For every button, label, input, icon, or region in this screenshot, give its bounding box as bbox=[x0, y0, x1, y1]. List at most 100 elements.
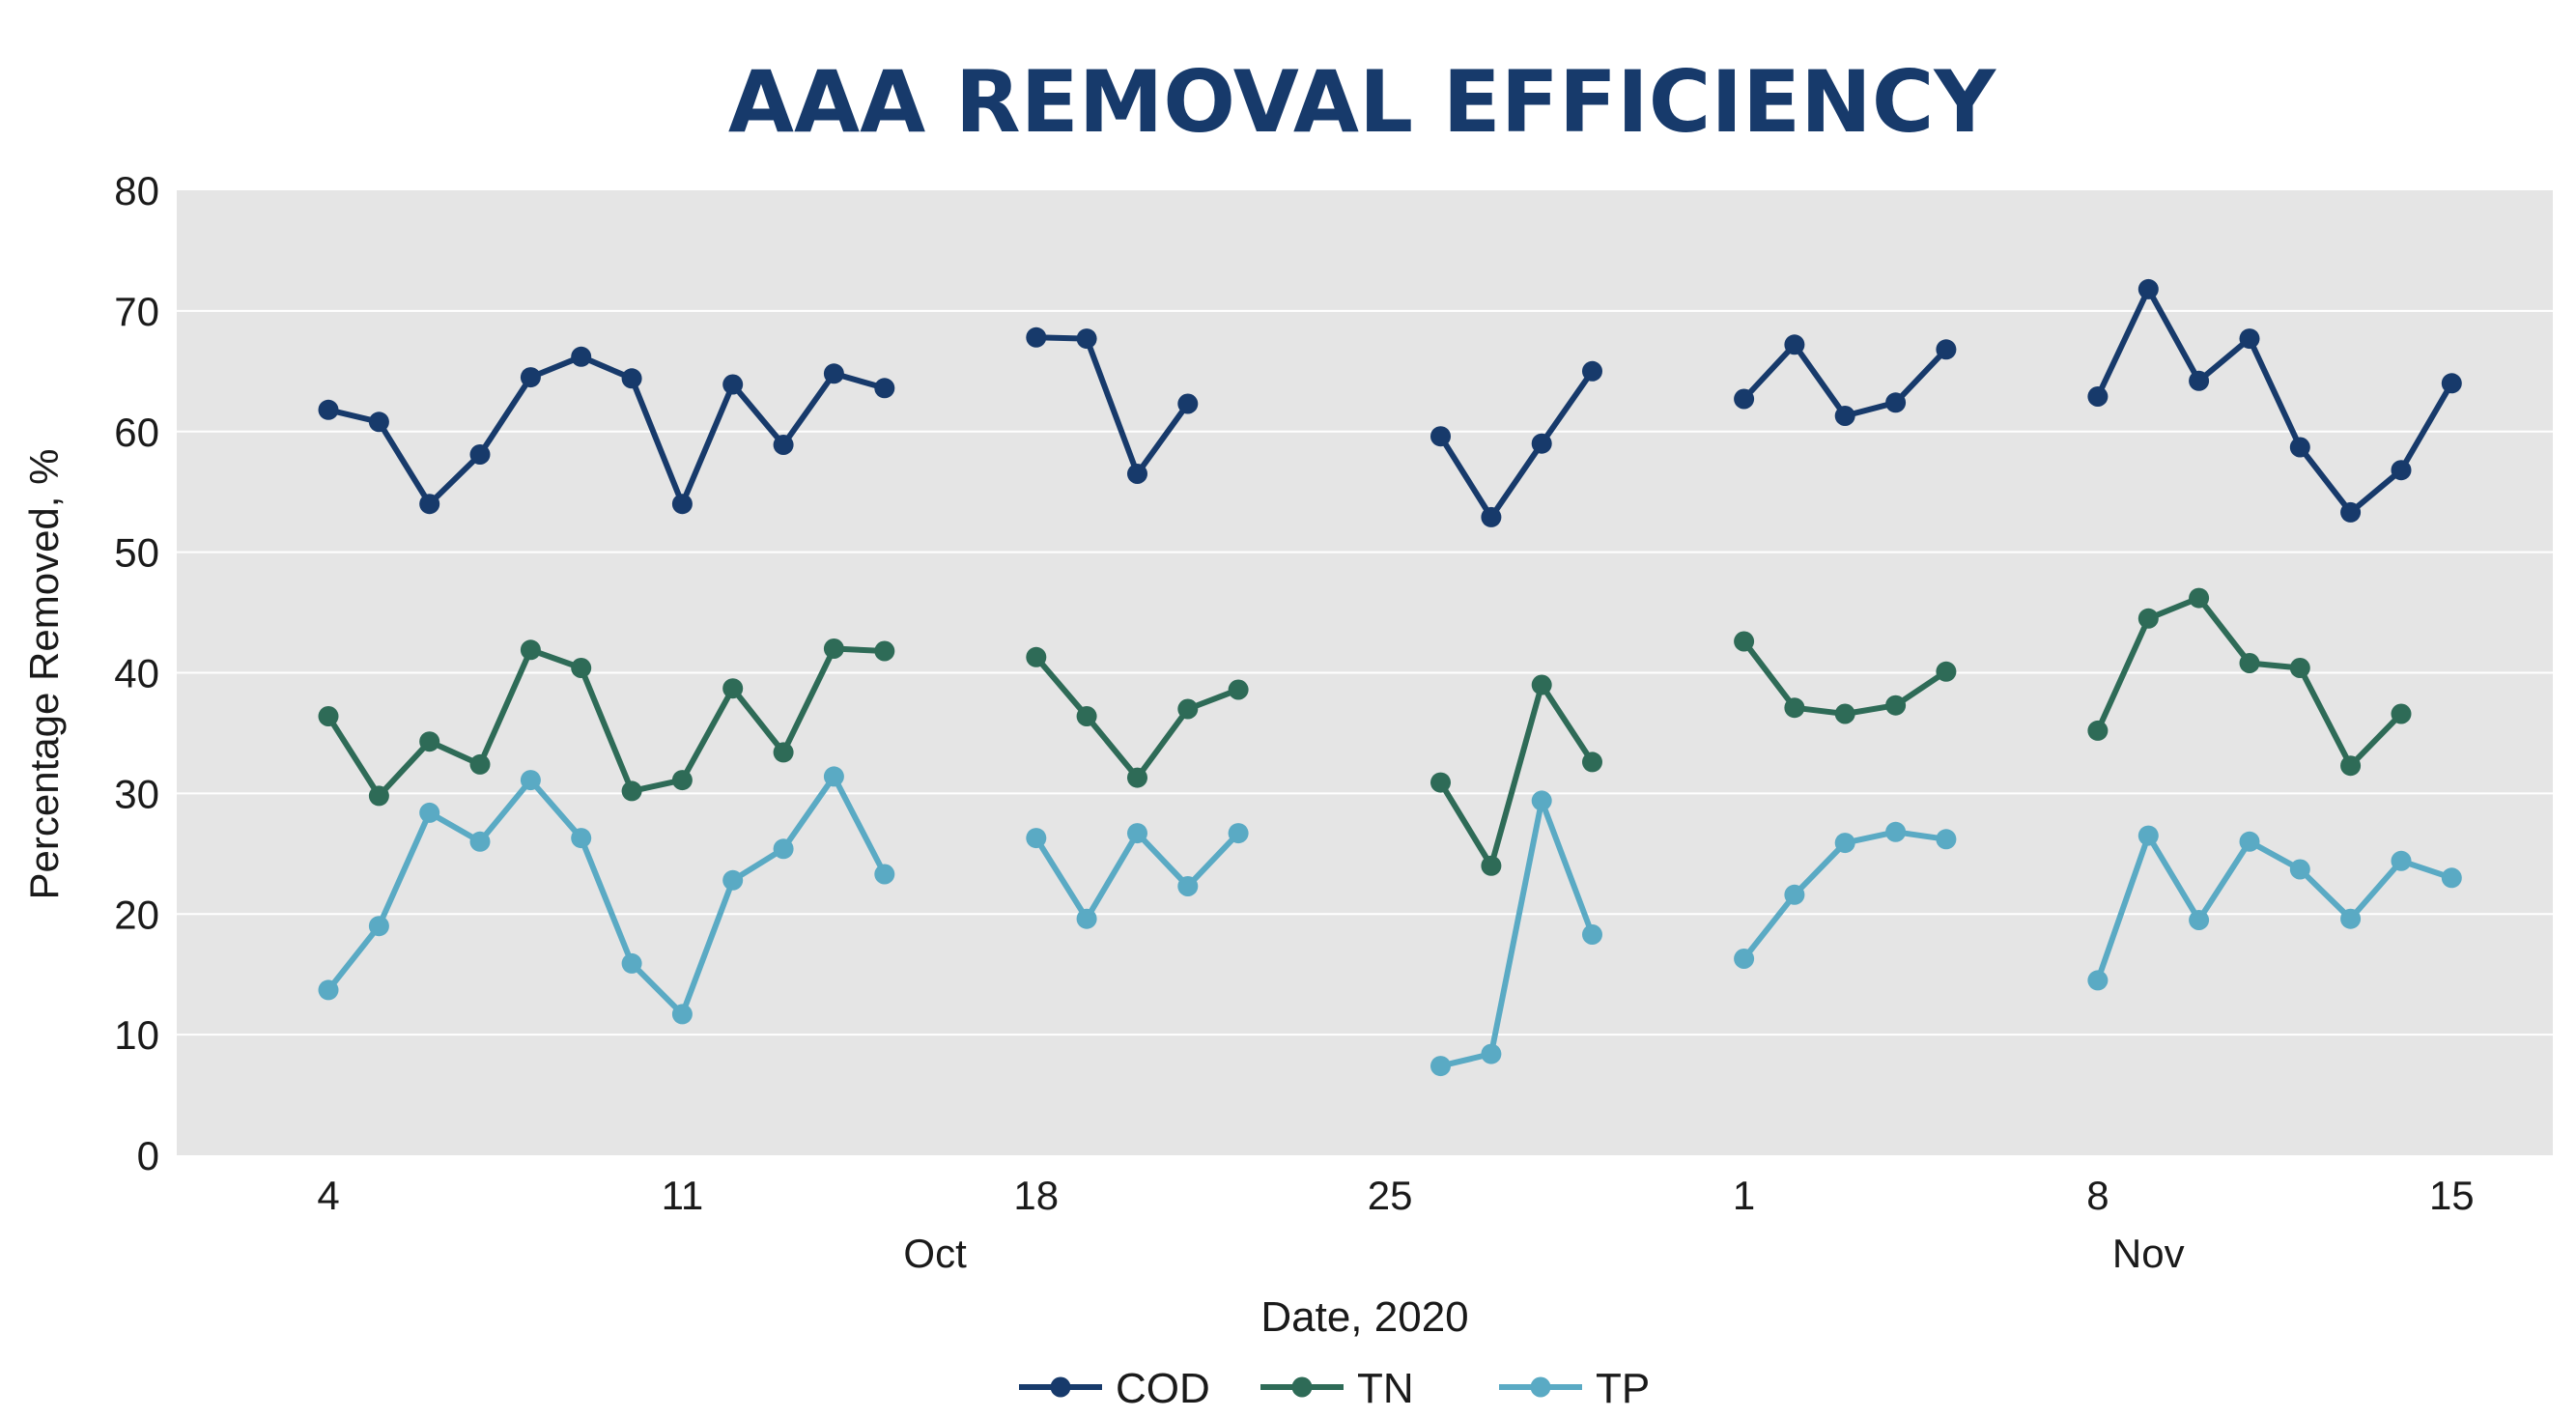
data-point bbox=[1531, 433, 1552, 454]
data-point bbox=[1784, 697, 1805, 719]
legend-item-tn: TN bbox=[1260, 1365, 1414, 1412]
data-point bbox=[773, 742, 794, 763]
data-point bbox=[1481, 855, 1502, 876]
data-point bbox=[1127, 767, 1147, 788]
data-point bbox=[2340, 755, 2362, 777]
month-label: Oct bbox=[903, 1231, 967, 1276]
data-point bbox=[419, 494, 440, 515]
data-point bbox=[2087, 386, 2109, 407]
series-line bbox=[326, 354, 888, 507]
data-point bbox=[571, 828, 592, 849]
data-point bbox=[571, 346, 592, 367]
data-point bbox=[773, 838, 794, 860]
data-point bbox=[874, 864, 895, 885]
data-point bbox=[1834, 703, 1855, 724]
y-tick-label: 70 bbox=[114, 289, 159, 334]
data-point bbox=[1177, 698, 1199, 720]
data-point bbox=[773, 435, 794, 455]
data-point bbox=[874, 378, 895, 399]
data-point bbox=[2289, 658, 2310, 678]
series-line bbox=[2094, 833, 2455, 983]
data-point bbox=[1582, 360, 1602, 382]
y-tick-label: 10 bbox=[114, 1012, 159, 1058]
data-point bbox=[1885, 392, 1907, 413]
data-point bbox=[2189, 910, 2210, 930]
data-point bbox=[1936, 661, 1957, 682]
data-point bbox=[2137, 608, 2159, 629]
data-point bbox=[368, 916, 389, 937]
legend-item-tp: TP bbox=[1499, 1365, 1650, 1412]
series-line bbox=[1033, 334, 1191, 477]
data-point bbox=[1582, 924, 1602, 945]
data-point bbox=[2441, 373, 2462, 394]
data-point bbox=[2137, 825, 2159, 846]
data-point bbox=[469, 444, 491, 465]
data-point bbox=[2189, 370, 2210, 391]
series-tp bbox=[318, 766, 2462, 1077]
legend-label: TN bbox=[1357, 1365, 1414, 1412]
y-tick-label: 80 bbox=[114, 168, 159, 213]
y-tick-label: 20 bbox=[114, 892, 159, 937]
data-point bbox=[2340, 501, 2362, 523]
data-point bbox=[2391, 460, 2412, 481]
data-point bbox=[823, 638, 844, 659]
y-axis-ticks: 0 10 20 30 40 50 60 70 80 bbox=[114, 168, 159, 1178]
data-point bbox=[318, 706, 339, 726]
data-point bbox=[671, 494, 693, 515]
data-point bbox=[1481, 506, 1502, 527]
legend-label: TP bbox=[1596, 1365, 1650, 1412]
data-point bbox=[1026, 646, 1047, 667]
data-point bbox=[1430, 426, 1451, 447]
data-point bbox=[1177, 876, 1199, 896]
series-tn bbox=[318, 587, 2412, 876]
series-line bbox=[326, 773, 888, 1017]
data-point bbox=[419, 731, 440, 752]
data-point bbox=[1885, 821, 1907, 842]
data-point bbox=[520, 639, 541, 661]
data-point bbox=[823, 363, 844, 384]
series-line bbox=[2094, 286, 2455, 516]
x-axis-label: Date, 2020 bbox=[1260, 1293, 1468, 1341]
data-point bbox=[2137, 278, 2159, 299]
series-line bbox=[1437, 797, 1596, 1069]
data-point bbox=[722, 374, 744, 395]
data-point bbox=[1430, 1056, 1451, 1077]
y-tick-label: 60 bbox=[114, 410, 159, 455]
data-point bbox=[2239, 328, 2260, 350]
data-point bbox=[621, 368, 642, 389]
series-layer bbox=[318, 278, 2462, 1077]
data-point bbox=[368, 411, 389, 433]
x-tick-label: 11 bbox=[662, 1173, 704, 1218]
data-point bbox=[1531, 790, 1552, 811]
data-point bbox=[520, 770, 541, 791]
data-point bbox=[1076, 328, 1097, 350]
data-point bbox=[722, 678, 744, 699]
data-point bbox=[318, 399, 339, 420]
legend-item-cod: COD bbox=[1019, 1365, 1210, 1412]
data-point bbox=[469, 753, 491, 775]
data-point bbox=[2239, 831, 2260, 852]
data-point bbox=[1127, 464, 1147, 484]
data-point bbox=[1531, 674, 1552, 695]
data-point bbox=[1481, 1043, 1502, 1064]
x-tick-label: 18 bbox=[1013, 1173, 1059, 1218]
data-point bbox=[671, 770, 693, 791]
data-point bbox=[1076, 908, 1097, 929]
data-point bbox=[368, 785, 389, 807]
legend: COD TN TP bbox=[1019, 1365, 1650, 1412]
x-axis-ticks: 4 11 18 25 1 8 15 bbox=[317, 1173, 2474, 1218]
data-point bbox=[1734, 631, 1755, 652]
data-point bbox=[1936, 829, 1957, 850]
data-point bbox=[2391, 703, 2412, 724]
data-point bbox=[1228, 823, 1249, 844]
data-point bbox=[1936, 339, 1957, 360]
data-point bbox=[2391, 850, 2412, 871]
data-point bbox=[318, 979, 339, 1001]
legend-label: COD bbox=[1116, 1365, 1210, 1412]
series-line bbox=[326, 645, 888, 799]
data-point bbox=[1127, 823, 1147, 844]
legend-marker bbox=[1530, 1376, 1551, 1398]
series-line bbox=[1437, 368, 1596, 521]
x-tick-label: 15 bbox=[2429, 1173, 2475, 1218]
